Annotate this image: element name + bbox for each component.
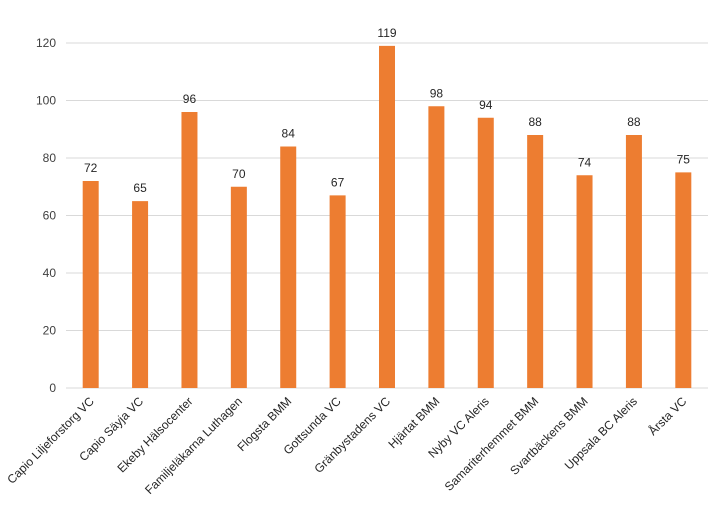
x-category-label: Familjeläkarna Luthagen [142, 394, 245, 497]
data-labels: 72 65 96 70 84 67 119 98 94 88 74 88 75 [84, 26, 690, 195]
bar [477, 117, 494, 388]
data-label: 88 [627, 115, 641, 129]
data-label: 119 [377, 26, 396, 40]
data-label: 88 [528, 115, 542, 129]
bar [230, 186, 247, 388]
y-tick-label: 100 [36, 94, 56, 108]
y-tick-label: 20 [43, 324, 57, 338]
y-axis-tick-labels: 0 20 40 60 80 100 120 [36, 36, 56, 395]
data-label: 65 [133, 181, 147, 195]
bar [132, 201, 149, 388]
data-label: 75 [677, 152, 691, 166]
bar [428, 106, 445, 388]
x-category-label: Samariterhemmet BMM [442, 394, 541, 493]
x-category-label: Årsta VC [645, 393, 690, 438]
bar [379, 45, 395, 388]
data-label: 74 [578, 155, 592, 169]
bar [576, 175, 593, 388]
y-tick-label: 40 [43, 266, 57, 280]
x-category-label: Capio Liljeforstorg VC [4, 394, 97, 487]
bar [280, 146, 297, 388]
y-tick-label: 60 [43, 209, 57, 223]
y-tick-label: 120 [36, 36, 56, 50]
bar [527, 135, 544, 388]
bar [675, 172, 692, 388]
bar [329, 195, 346, 388]
data-label: 96 [183, 92, 197, 106]
y-tick-label: 80 [43, 151, 57, 165]
bars [82, 45, 692, 388]
y-tick-label: 0 [49, 381, 56, 395]
data-label: 67 [331, 175, 345, 189]
bar [181, 112, 198, 388]
bar [82, 181, 99, 388]
data-label: 70 [232, 167, 246, 181]
data-label: 94 [479, 98, 493, 112]
data-label: 84 [282, 127, 296, 141]
data-label: 72 [84, 161, 98, 175]
data-label: 98 [430, 86, 444, 100]
bar [625, 135, 642, 388]
